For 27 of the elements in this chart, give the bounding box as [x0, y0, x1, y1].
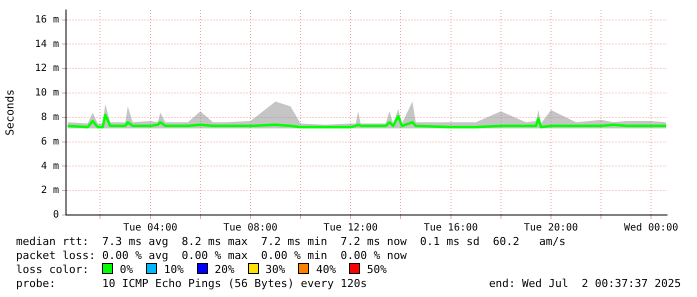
x-tick-label: Tue 16:00: [424, 222, 478, 234]
legend-label: 50%: [366, 263, 388, 276]
y-tick-label: 10 m: [34, 88, 59, 99]
text: end: Wed Jul 2 00:37:37 2025: [488, 277, 681, 290]
legend-label: 10%: [162, 263, 185, 276]
legend-label: 30%: [264, 263, 286, 276]
y-axis-title: Seconds: [3, 89, 16, 136]
text: median rtt: 7.3 ms avg 8.2 ms max 7.2 ms min 7.2 ms now 0.1 ms sd 60.2 am/s: [16, 235, 567, 248]
x-tick-label: Tue 04:00: [123, 222, 178, 234]
legend-label: 20%: [214, 263, 236, 276]
y-tick-label: 12 m: [34, 63, 59, 74]
y-tick-label: 2 m: [40, 185, 59, 196]
x-tick-label: Tue 08:00: [223, 222, 278, 234]
y-tick-label: 14 m: [34, 38, 59, 50]
x-tick-label: Wed 00:00: [624, 222, 678, 234]
text: packet loss: 0.00 % avg 0.00 % max 0.00 % min 0.00 % now: [16, 249, 408, 262]
y-tick-label: 0: [52, 210, 59, 221]
y-tick-label: 16 m: [34, 14, 59, 26]
y-tick-label: 8 m: [40, 112, 59, 123]
legend-label: 0%: [118, 263, 134, 276]
legend-title: loss color:: [16, 263, 90, 276]
x-tick-label: Tue 20:00: [524, 222, 578, 234]
y-tick-label: 6 m: [40, 136, 59, 148]
x-tick-label: Tue 12:00: [324, 222, 378, 234]
legend-label: 40%: [315, 263, 337, 276]
y-tick-label: 4 m: [40, 160, 59, 172]
text: probe: 10 ICMP Echo Pings (56 Bytes) every 120s: [16, 277, 367, 290]
